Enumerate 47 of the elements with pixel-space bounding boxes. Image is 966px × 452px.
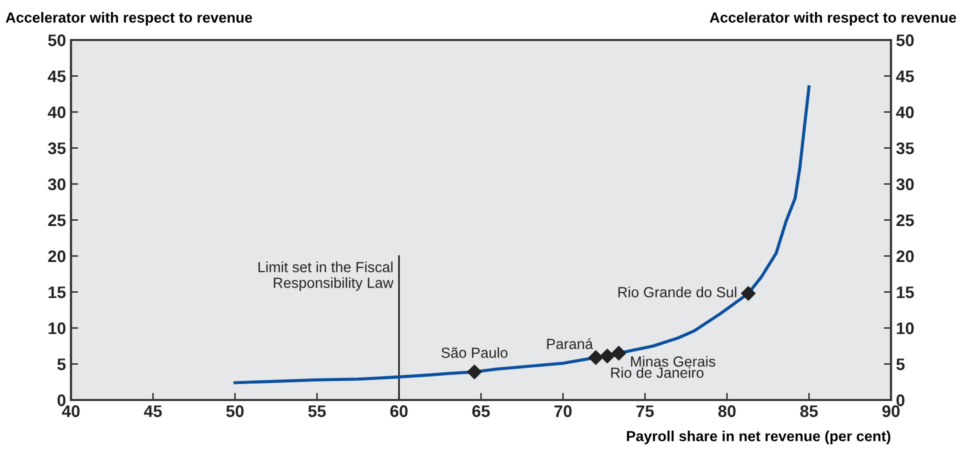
- annotation: São Paulo: [441, 347, 508, 358]
- point: [467, 364, 482, 380]
- y2-tick-label: 50: [896, 34, 914, 46]
- x-tick-label: 50: [226, 405, 244, 418]
- y-tick-label: 50: [48, 34, 66, 46]
- y-tick-label: 45: [48, 70, 66, 82]
- x-tick-label: 55: [308, 405, 326, 418]
- x-tick-label: 75: [636, 405, 654, 418]
- y2-tick-label: 15: [896, 286, 914, 298]
- y2-tick-label: 0: [896, 394, 904, 406]
- y2-tick-label: 20: [896, 250, 914, 262]
- y-axis-title: Accelerator with respect to revenue: [6, 12, 252, 26]
- point: [741, 286, 756, 301]
- x-tick-label: 65: [472, 405, 490, 418]
- y2-tick-label: 5: [896, 358, 905, 370]
- y2-axis-title: Accelerator with respect to revenue: [710, 12, 956, 26]
- y-tick-label: 25: [48, 214, 66, 226]
- y-tick-label: 10: [48, 322, 66, 334]
- y-tick-label: 5: [57, 358, 66, 370]
- annotation: Rio Grande do Sul: [618, 286, 736, 298]
- x-tick-label: 60: [390, 405, 408, 418]
- y-tick-label: 20: [48, 250, 66, 262]
- x-tick-label: 90: [882, 405, 900, 418]
- point: [611, 346, 626, 360]
- y2-tick-label: 10: [896, 322, 914, 334]
- ref-line-label: Limit set in the Fiscal Responsibility Law: [258, 262, 394, 291]
- annotation: Rio de Janeiro: [611, 367, 704, 378]
- point: [600, 348, 615, 364]
- x-tick-label: 80: [718, 405, 736, 418]
- x-tick-label: 85: [800, 405, 818, 418]
- y2-tick-label: 40: [896, 106, 914, 118]
- x-tick-label: 45: [144, 405, 162, 418]
- point: [588, 350, 604, 365]
- y-tick-label: 40: [48, 106, 66, 118]
- x-tick-label: 70: [554, 405, 572, 418]
- x-axis-title: Payroll share in net revenue (per cent): [626, 430, 890, 444]
- line-series: [233, 85, 811, 384]
- y-tick-label: 30: [48, 178, 66, 190]
- y2-tick-label: 25: [896, 214, 914, 226]
- y2-tick-label: 30: [896, 178, 914, 190]
- y-tick-label: 0: [58, 394, 66, 406]
- annotation: Minas Gerais: [631, 356, 716, 367]
- y2-tick-label: 35: [896, 142, 914, 154]
- annotation: Paraná: [547, 338, 594, 350]
- y-tick-label: 35: [48, 142, 66, 154]
- y2-tick-label: 45: [896, 70, 914, 82]
- y-tick-label: 15: [48, 286, 66, 298]
